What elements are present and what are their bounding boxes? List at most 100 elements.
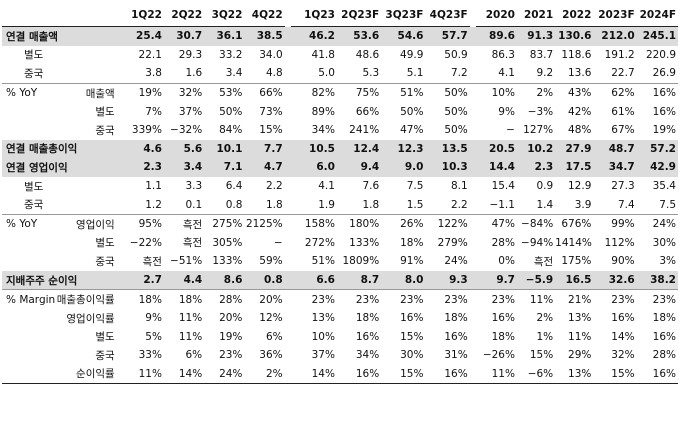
value-cell: −3% bbox=[527, 105, 554, 118]
column-header: 2023F bbox=[593, 4, 637, 27]
value-cell: 50% bbox=[219, 105, 243, 118]
value-cell: 4.8 bbox=[265, 67, 283, 80]
value-cell: 23% bbox=[593, 289, 637, 309]
column-header: 4Q22 bbox=[244, 4, 285, 27]
row-label bbox=[2, 252, 54, 271]
value-cell: 2.7 bbox=[120, 270, 164, 290]
value-cell: 66% bbox=[355, 105, 380, 118]
value-cell: 3.4 bbox=[225, 67, 243, 80]
value-cell: 20.5 bbox=[475, 139, 517, 159]
value-cell: 49.9 bbox=[400, 48, 424, 61]
value-cell: 89.6 bbox=[475, 26, 517, 46]
value-cell: 23% bbox=[636, 289, 678, 309]
value-cell: 19% bbox=[120, 82, 164, 103]
value-cell: 41.8 bbox=[311, 48, 335, 61]
value-cell: 18% bbox=[400, 236, 424, 249]
value-cell: 14% bbox=[163, 364, 205, 385]
value-cell: 130.6 bbox=[555, 26, 594, 46]
value-cell: 57.2 bbox=[636, 139, 678, 159]
column-gap bbox=[469, 270, 476, 290]
row-label bbox=[2, 309, 54, 328]
value-cell: 27.9 bbox=[555, 139, 594, 159]
value-cell: 28% bbox=[204, 289, 245, 309]
value-cell: 13.5 bbox=[425, 139, 470, 159]
column-header: 2Q22 bbox=[163, 4, 205, 27]
table-row: % YoY 매출액 19% 32% 53% 66% 82% 75% 51% 50% 10% 2% 43%… bbox=[2, 82, 678, 103]
value-cell: 9.7 bbox=[475, 270, 517, 290]
table-row: 중국 3.8 1.6 3.4 4.8 5.0 5.3 5.1 7.2 4.1 9.2 13.6 22.7… bbox=[2, 64, 678, 83]
value-cell: 32% bbox=[163, 82, 205, 103]
table-row: 연결 매출액 25.4 30.7 36.1 38.5 46.2 53.6 54.6 57.7 89… bbox=[2, 26, 678, 46]
row-label: 중국 bbox=[24, 67, 44, 80]
value-cell: 28% bbox=[491, 236, 515, 249]
value-cell: 2% bbox=[516, 82, 556, 103]
table-row: 연결 매출총이익 4.6 5.6 10.1 7.7 10.5 12.4 12.3 13.5 20.… bbox=[2, 139, 678, 159]
value-cell: 5.3 bbox=[362, 67, 380, 80]
value-cell: 흑전 bbox=[533, 255, 554, 268]
value-cell: 54.6 bbox=[381, 26, 426, 46]
value-cell: 10% bbox=[475, 82, 517, 103]
value-cell: 24% bbox=[444, 255, 468, 268]
column-gap bbox=[469, 139, 476, 159]
value-cell: 18% bbox=[444, 312, 468, 325]
value-cell: 2125% bbox=[244, 213, 285, 234]
value-cell: 122% bbox=[425, 213, 470, 234]
value-cell: 212.0 bbox=[593, 26, 637, 46]
value-cell: 9.0 bbox=[381, 158, 426, 177]
row-sublabel: 별도 bbox=[95, 331, 115, 344]
value-cell: 3.3 bbox=[185, 180, 203, 193]
value-cell: 220.9 bbox=[645, 48, 676, 61]
value-cell: 13% bbox=[311, 312, 335, 325]
value-cell: 16% bbox=[336, 364, 382, 385]
value-cell: 90% bbox=[611, 255, 635, 268]
value-cell: 12.4 bbox=[336, 139, 382, 159]
column-gap bbox=[284, 26, 291, 46]
value-cell: 7.5 bbox=[659, 198, 676, 211]
table-row: 별도 7% 37% 50% 73% 89% 66% 50% 50% 9% −3% 42% 61% 16% bbox=[2, 102, 678, 121]
value-cell: 34% bbox=[311, 124, 335, 137]
value-cell: 12% bbox=[259, 312, 283, 325]
header-row: 1Q22 2Q22 3Q22 4Q22 1Q23 2Q23F 3Q23F 4Q2… bbox=[2, 4, 678, 27]
value-cell: 2.3 bbox=[516, 158, 556, 177]
value-cell: 0.8 bbox=[225, 198, 243, 211]
column-gap bbox=[469, 26, 476, 46]
row-sublabel: 영업이익 bbox=[54, 213, 121, 234]
value-cell: 1414% bbox=[555, 236, 592, 249]
column-header: 2022 bbox=[555, 4, 594, 27]
value-cell: 14% bbox=[290, 364, 337, 385]
value-cell: 59% bbox=[259, 255, 283, 268]
value-cell: 7.5 bbox=[406, 180, 424, 193]
table-row: 별도 1.1 3.3 6.4 2.2 4.1 7.6 7.5 8.1 15.4 0.9 12.9 27.… bbox=[2, 177, 678, 196]
value-cell: 11% bbox=[120, 364, 164, 385]
value-cell: 10.1 bbox=[204, 139, 245, 159]
row-label: 중국 bbox=[24, 199, 44, 212]
value-cell: 3.8 bbox=[145, 67, 162, 80]
value-cell: 4.1 bbox=[318, 180, 335, 193]
value-cell: 19% bbox=[219, 330, 243, 343]
value-cell: 5% bbox=[145, 330, 162, 343]
value-cell: 13.6 bbox=[568, 67, 592, 80]
value-cell: 16% bbox=[652, 105, 676, 118]
row-label: % Margin bbox=[2, 289, 55, 309]
value-cell: 16% bbox=[355, 330, 380, 343]
value-cell: 47% bbox=[475, 213, 517, 234]
table-row: 중국 33% 6% 23% 36% 37% 34% 30% 31% −26% 15% 29% 32% 28… bbox=[2, 346, 678, 365]
value-cell: 1.8 bbox=[362, 198, 380, 211]
value-cell: 18% bbox=[491, 330, 515, 343]
value-cell: 83.7 bbox=[529, 48, 554, 61]
value-cell: 14% bbox=[611, 330, 635, 343]
value-cell: 8.0 bbox=[381, 270, 426, 290]
value-cell: 8.1 bbox=[450, 180, 468, 193]
value-cell: 11% bbox=[475, 364, 517, 385]
value-cell: 86.3 bbox=[491, 48, 515, 61]
value-cell: 7.6 bbox=[362, 180, 380, 193]
value-cell: 흑전 bbox=[142, 255, 162, 268]
value-cell: 23% bbox=[381, 289, 426, 309]
value-cell: 20% bbox=[244, 289, 285, 309]
value-cell: −32% bbox=[170, 124, 203, 137]
value-cell: 15% bbox=[529, 349, 554, 362]
value-cell: 15.4 bbox=[491, 180, 515, 193]
value-cell: 흑전 bbox=[163, 213, 205, 234]
column-gap bbox=[469, 364, 476, 385]
value-cell: 50% bbox=[444, 124, 468, 137]
